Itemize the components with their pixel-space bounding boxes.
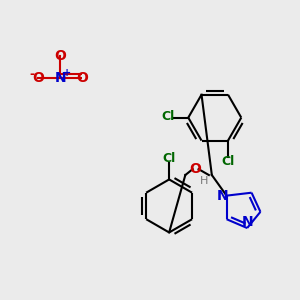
Text: +: + bbox=[63, 68, 71, 78]
Text: O: O bbox=[76, 71, 88, 85]
Text: N: N bbox=[242, 215, 253, 229]
Text: O: O bbox=[190, 162, 202, 176]
Text: Cl: Cl bbox=[163, 152, 176, 165]
Text: N: N bbox=[216, 189, 228, 202]
Text: N: N bbox=[54, 71, 66, 85]
Text: Cl: Cl bbox=[221, 155, 235, 168]
Text: -: - bbox=[29, 68, 34, 81]
Text: Cl: Cl bbox=[161, 110, 174, 123]
Text: H: H bbox=[200, 176, 209, 186]
Text: O: O bbox=[32, 71, 44, 85]
Text: O: O bbox=[54, 49, 66, 63]
